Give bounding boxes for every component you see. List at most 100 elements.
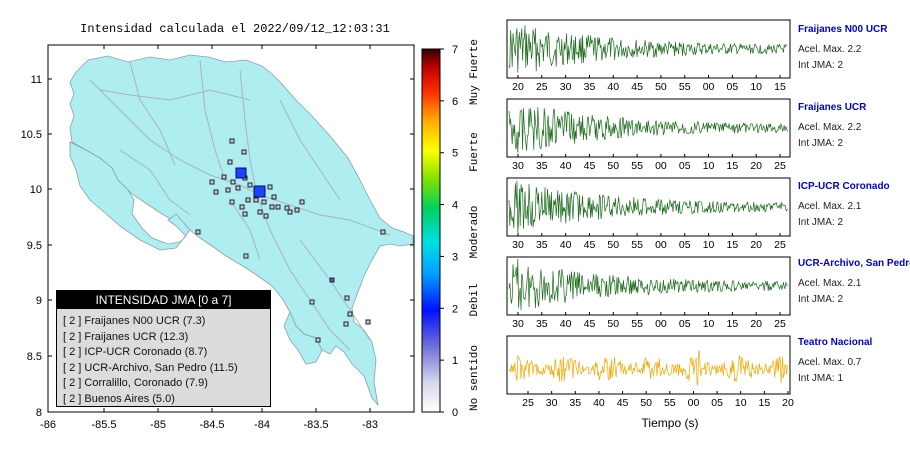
scale-tick-label: 1 [452,355,458,367]
legend-item: [ 2 ] Corralillo, Coronado (7.9) [63,377,208,389]
time-tick-label: 20 [750,239,762,251]
lat-tick-label: 10.5 [21,129,42,141]
scale-tick-label: 0 [452,407,458,419]
road-network [89,59,391,351]
time-tick-label: 40 [593,397,605,409]
time-tick-label: 00 [655,318,667,330]
lat-tick-label: 10 [30,184,42,196]
time-tick-label: 10 [703,239,715,251]
time-tick-label: 05 [711,397,723,409]
time-tick-label: 40 [560,239,572,251]
time-tick-label: 20 [782,397,794,409]
station-acel: Acel. Max. 2.1 [798,278,862,289]
intensity-legend: INTENSIDAD JMA [0 a 7] [ 2 ] Fraijanes N… [56,290,271,407]
station-name: UCR-Archivo, San Pedro [798,258,910,269]
legend-header: INTENSIDAD JMA [0 a 7] [57,291,270,309]
time-tick-label: 15 [727,318,739,330]
intensity-color-scale [421,48,441,413]
time-tick-label: 10 [750,81,762,93]
time-tick-label: 10 [735,397,747,409]
station-info-2: ICP-UCR Coronado Acel. Max. 2.1 Int JMA:… [798,181,910,228]
station-info-1: Fraijanes UCR Acel. Max. 2.2 Int JMA: 2 [798,102,910,149]
scale-category-label: Fuerte [469,132,481,172]
scale-category-label: Muy Fuerte [469,39,481,105]
time-tick-label: 20 [750,160,762,172]
waveform-trace [508,259,788,311]
time-tick-label: 25 [774,318,786,330]
time-tick-label: 00 [688,397,700,409]
time-tick-label: 15 [727,160,739,172]
legend-item: [ 2 ] UCR-Archivo, San Pedro (11.5) [63,361,238,374]
time-tick-label: 05 [679,239,691,251]
time-tick-label: 45 [584,318,596,330]
time-tick-label: 50 [607,318,619,330]
waveform-trace [508,107,788,153]
station-int: Int JMA: 2 [798,217,844,228]
time-tick-label: 35 [536,239,548,251]
waveform-panel: 30 35 40 45 50 55 00 05 10 15 20 25 [506,256,791,330]
waveform-panel: 25 30 35 40 45 50 55 00 05 10 15 20 [506,335,794,409]
time-tick-label: 10 [703,318,715,330]
time-tick-label: 25 [774,160,786,172]
time-tick-label: 30 [512,239,524,251]
scale-tick-label: 6 [452,96,458,108]
lat-tick-label: 9.5 [27,240,42,252]
time-tick-label: 55 [664,397,676,409]
station-acel: Acel. Max. 2.2 [798,122,862,133]
map-title: Intensidad calculada el 2022/09/12_12:03… [80,22,390,36]
time-tick-label: 45 [584,160,596,172]
legend-item: [ 2 ] Fraijanes UCR (12.3) [63,330,189,343]
scale-tick-label: 3 [452,251,458,263]
time-tick-label: 55 [631,318,643,330]
lat-tick-label: 8 [36,407,42,419]
time-tick-label: 35 [536,318,548,330]
waveform-trace [508,349,788,386]
time-tick-label: 35 [584,81,596,93]
station-info-4: Teatro Nacional Acel. Max. 0.7 Int JMA: … [798,337,910,384]
time-tick-label: 45 [584,239,596,251]
time-tick-label: 20 [512,81,524,93]
time-tick-label: 50 [607,239,619,251]
time-tick-label: 00 [703,81,715,93]
major-station-markers [235,167,266,198]
station-name: Teatro Nacional [798,337,873,348]
time-tick-label: 55 [679,81,691,93]
time-tick-label: 55 [631,239,643,251]
station-acel: Acel. Max. 2.1 [798,201,862,212]
time-tick-label: 15 [759,397,771,409]
time-tick-label: 05 [679,318,691,330]
osa-peninsula [283,310,323,365]
station-name: Fraijanes N00 UCR [798,24,888,35]
map-axes: -86 -85.5 -85 -84.5 -84 -83.5 -83 11 10.5 10 9.5 9 8… [21,45,414,431]
lon-tick-label: -86 [40,419,56,431]
scale-category-label: Debil [469,283,481,316]
time-tick-label: 05 [679,160,691,172]
time-tick-label: 25 [774,239,786,251]
costa-rica-landmass [69,54,414,407]
station-markers [195,138,386,343]
time-tick-label: 45 [617,397,629,409]
time-tick-label: 45 [631,81,643,93]
waveform-trace [508,25,788,73]
time-tick-label: 30 [512,160,524,172]
lon-tick-label: -84.5 [199,419,224,431]
scale-ticks: 0 1 2 3 4 5 6 7 [440,44,458,419]
station-acel: Acel. Max. 0.7 [798,357,862,368]
legend-item: [ 2 ] Fraijanes N00 UCR (7.3) [63,315,206,327]
scale-tick-label: 4 [452,200,458,212]
scale-tick-label: 5 [452,148,458,160]
time-tick-label: 50 [607,160,619,172]
lat-tick-label: 11 [31,74,42,86]
time-tick-label: 30 [546,397,558,409]
scale-category-label: No sentido [469,345,481,411]
station-info-3: UCR-Archivo, San Pedro Acel. Max. 2.1 In… [798,258,910,305]
station-int: Int JMA: 1 [798,373,844,384]
nicoya-peninsula [69,141,191,251]
time-tick-label: 05 [727,81,739,93]
time-tick-label: 15 [727,239,739,251]
scale-labels: No sentido Debil Moderado Fuerte Muy Fuerte [469,39,481,411]
scale-tick-label: 2 [452,303,458,315]
time-tick-label: 30 [560,81,572,93]
